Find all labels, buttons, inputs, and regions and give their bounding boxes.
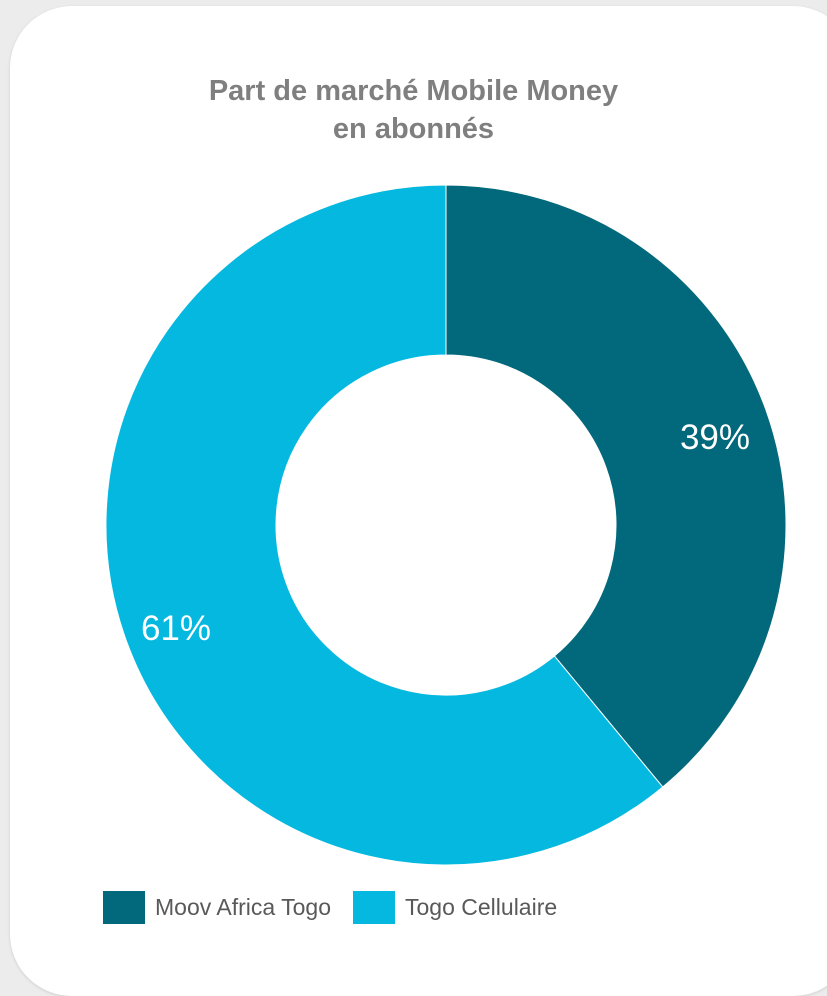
legend-swatch-moov-africa-togo — [103, 891, 145, 924]
chart-title-line-2: en abonnés — [332, 113, 495, 145]
slice-moov-africa-togo — [445, 184, 787, 788]
legend-label-moov-africa-togo: Moov Africa Togo — [155, 894, 332, 920]
slice-togo-cellulaire — [105, 184, 664, 866]
chart-title: Part de marché Mobile Money en abonnés — [0, 72, 827, 148]
legend-swatch-togo-cellulaire — [353, 891, 396, 924]
legend-item-moov-africa-togo: Moov Africa Togo — [103, 891, 331, 924]
chart-title-line-1: Part de marché Mobile Money — [208, 75, 619, 107]
data-label-moov-africa-togo: 39% — [680, 418, 750, 457]
legend: Moov Africa Togo Togo Cellulaire — [103, 891, 579, 924]
legend-label-togo-cellulaire: Togo Cellulaire — [405, 894, 558, 920]
data-label-togo-cellulaire: 61% — [141, 609, 211, 648]
legend-item-togo-cellulaire: Togo Cellulaire — [353, 891, 557, 924]
